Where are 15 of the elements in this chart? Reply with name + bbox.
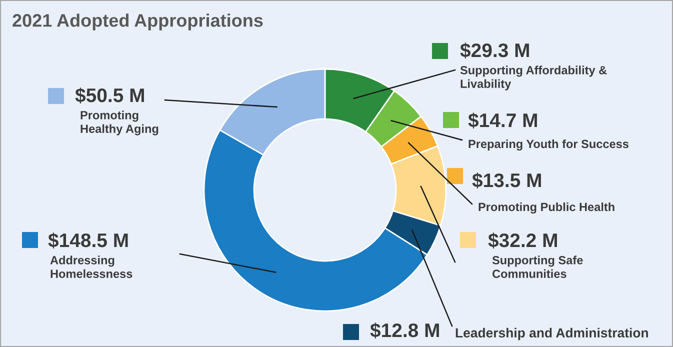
data-label: $13.5 M xyxy=(472,172,541,188)
slice-label: Supporting Affordability & Livability xyxy=(460,66,607,90)
data-label: $14.7 M xyxy=(468,112,537,128)
slice-label: Supporting Safe Communities xyxy=(492,256,583,278)
data-label: $12.8 M xyxy=(370,322,439,338)
slice-label: Preparing Youth for Success xyxy=(468,139,628,151)
data-label: $29.3 M xyxy=(460,42,529,58)
slice-label: Promoting Public Health xyxy=(478,202,614,214)
slice-label: Addressing Homelessness xyxy=(50,256,132,278)
data-label: $32.2 M xyxy=(488,232,557,248)
data-label: $148.5 M xyxy=(48,232,128,248)
slice-label: Promoting Healthy Aging xyxy=(80,110,158,136)
data-label: $50.5 M xyxy=(75,88,144,104)
slice-label: Leadership and Administration xyxy=(456,328,648,340)
chart-title: 2021 Adopted Appropriations xyxy=(12,14,263,30)
